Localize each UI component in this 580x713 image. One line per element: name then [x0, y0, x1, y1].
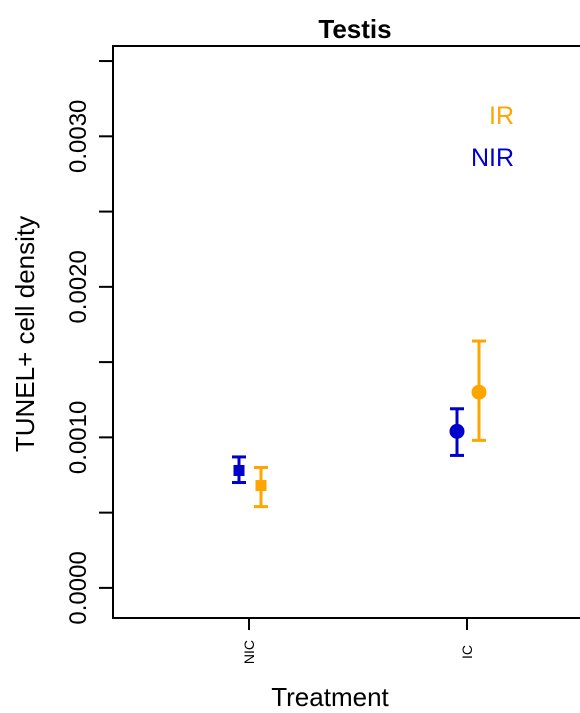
- y-tick-label: 0.0000: [65, 551, 92, 624]
- data-point-circle: [471, 384, 487, 400]
- plot-frame: [112, 45, 580, 619]
- x-axis-label: Treatment: [271, 682, 389, 712]
- chart-title: Testis: [318, 14, 391, 44]
- data-point-square: [255, 480, 267, 492]
- legend-entry: IR: [489, 102, 514, 130]
- y-tick-label: 0.0030: [65, 100, 92, 173]
- data-marks: [232, 339, 487, 509]
- legend-entry: NIR: [471, 144, 514, 172]
- data-point-square: [233, 464, 245, 476]
- x-axis: NIC IC: [241, 618, 475, 664]
- x-tick-label: IC: [459, 645, 475, 659]
- data-point-circle: [449, 423, 465, 439]
- y-tick-label: 0.0020: [65, 250, 92, 323]
- x-tick-label: NIC: [241, 640, 257, 664]
- legend: IR NIR: [471, 102, 514, 172]
- y-tick-label: 0.0010: [65, 401, 92, 474]
- y-axis-label: TUNEL+ cell density: [10, 216, 40, 452]
- y-axis: 0.0000 0.0010 0.0020 0.0030: [65, 60, 113, 625]
